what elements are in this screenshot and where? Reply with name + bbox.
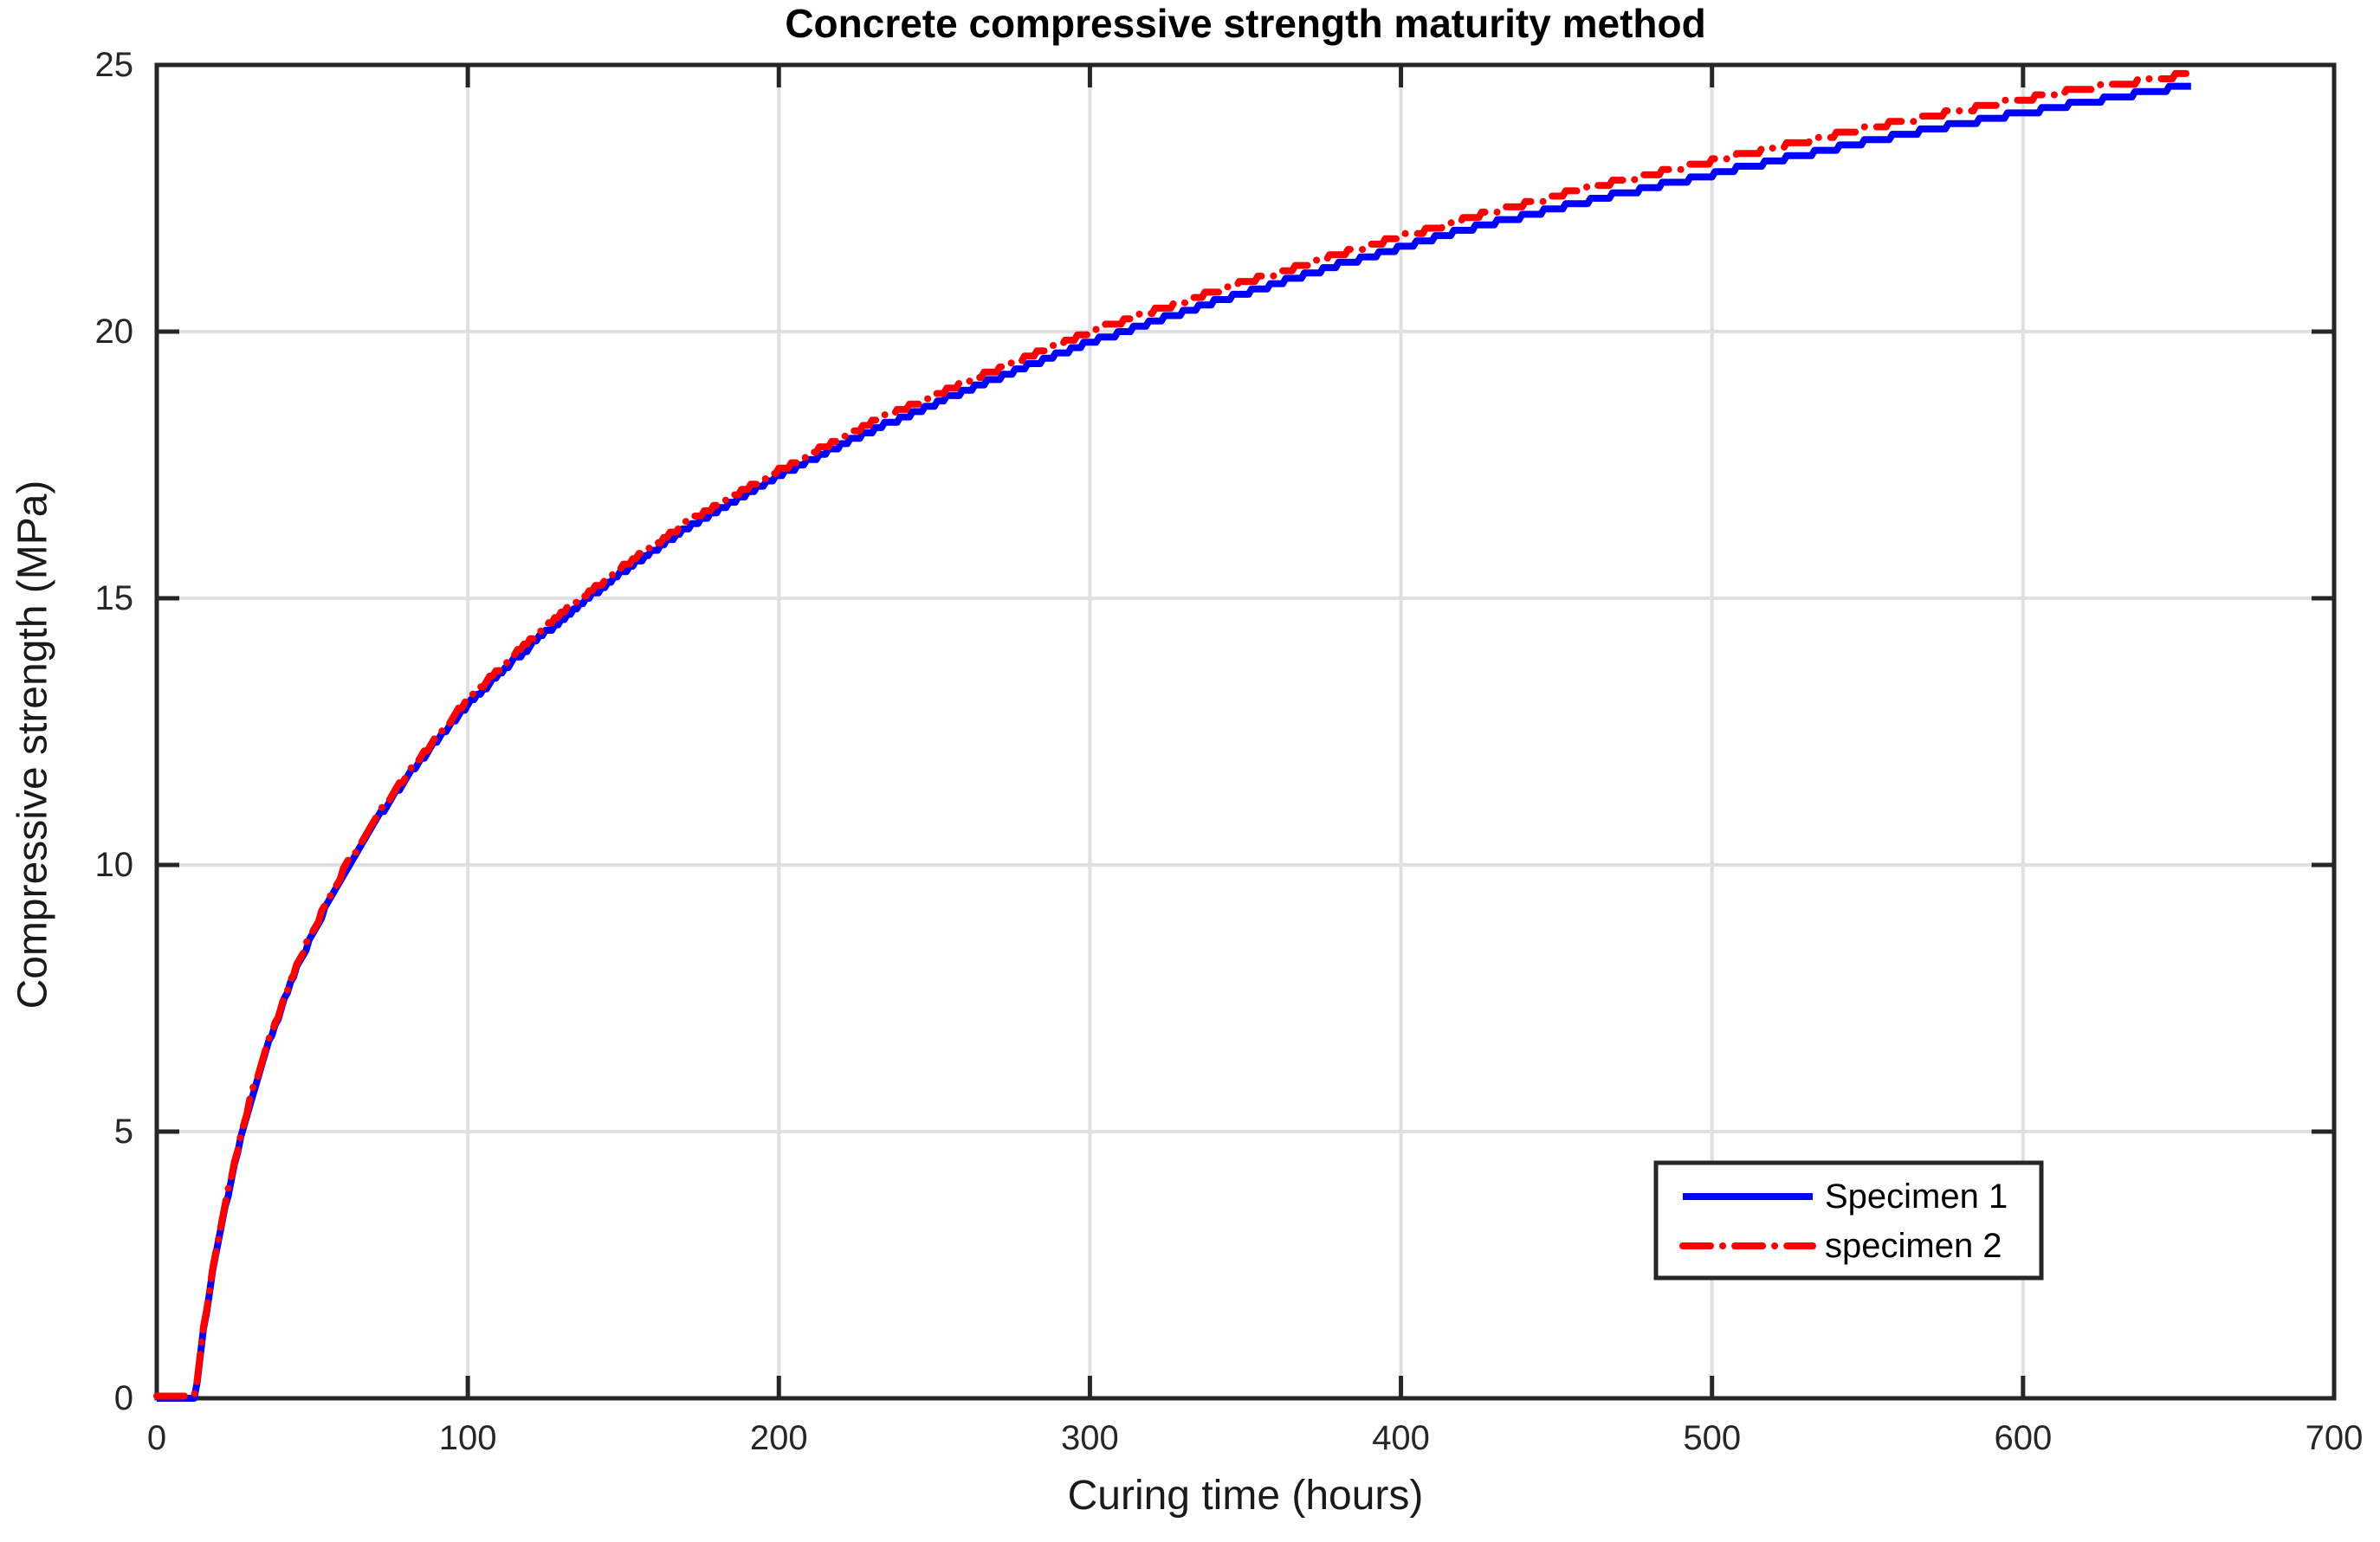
y-axis-label: Compressive strength (MPa) xyxy=(10,480,56,1010)
legend-box xyxy=(1653,1160,2044,1281)
x-tick-label: 0 xyxy=(146,1419,167,1457)
series-line-specimen-2 xyxy=(153,69,2195,1400)
x-tick-label: 300 xyxy=(1061,1419,1119,1457)
x-tick-label: 200 xyxy=(749,1419,808,1457)
series-curves xyxy=(153,69,2195,1402)
x-tick-label: 400 xyxy=(1372,1419,1430,1457)
plot-frame xyxy=(154,62,2337,1401)
y-tick-label: 15 xyxy=(94,579,134,617)
y-tick-label: 10 xyxy=(94,846,134,884)
grid-lines xyxy=(157,65,2334,1398)
y-tick-label: 5 xyxy=(113,1113,133,1151)
legend-entry-specimen-1: Specimen 1 xyxy=(1825,1177,2008,1216)
y-tick-label: 0 xyxy=(113,1379,133,1417)
x-tick-label: 700 xyxy=(2305,1419,2364,1457)
y-tick-label: 25 xyxy=(94,46,134,84)
chart-title: Concrete compressive strength maturity m… xyxy=(785,1,1706,46)
x-tick-label: 100 xyxy=(438,1419,497,1457)
series-line-specimen-1 xyxy=(156,82,2192,1402)
legend-entry-specimen-2: specimen 2 xyxy=(1825,1227,2002,1265)
x-tick-label: 500 xyxy=(1683,1419,1742,1457)
legend-frame xyxy=(1653,1160,2044,1281)
x-axis-label: Curing time (hours) xyxy=(1067,1473,1424,1519)
y-tick-label: 20 xyxy=(94,313,134,351)
x-tick-label: 600 xyxy=(1994,1419,2053,1457)
